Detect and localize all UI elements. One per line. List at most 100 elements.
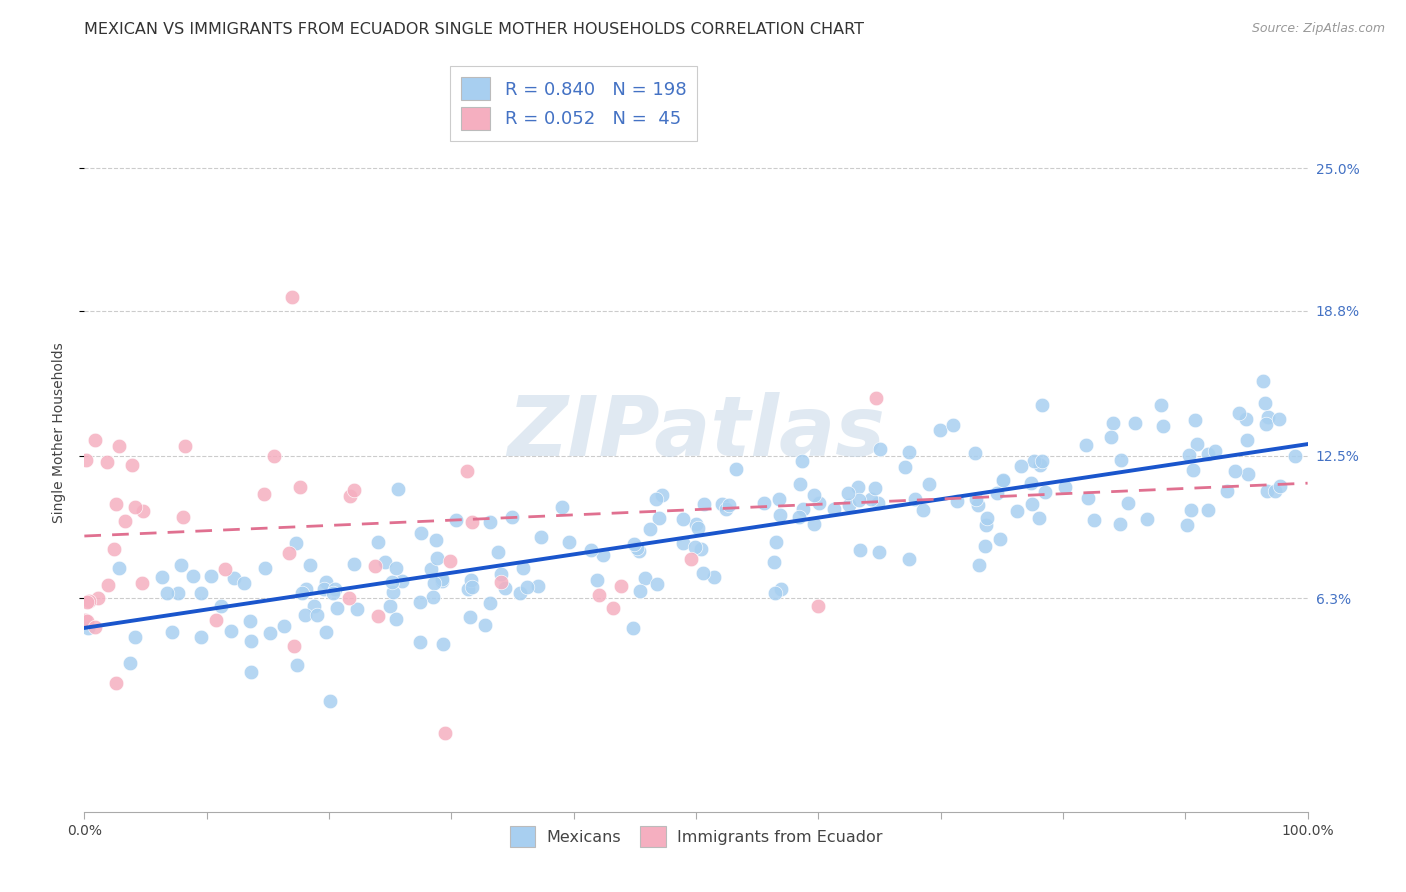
- Point: [1031, 454, 1053, 468]
- Point: [339, 489, 361, 503]
- Point: [291, 585, 314, 599]
- Point: [205, 613, 228, 627]
- Point: [314, 582, 336, 597]
- Point: [461, 515, 484, 529]
- Point: [224, 571, 246, 585]
- Point: [849, 543, 872, 558]
- Point: [460, 580, 482, 594]
- Point: [162, 625, 184, 640]
- Point: [118, 656, 141, 670]
- Point: [325, 582, 347, 597]
- Point: [1005, 504, 1028, 518]
- Point: [976, 511, 998, 525]
- Point: [319, 694, 342, 708]
- Point: [150, 569, 173, 583]
- Point: [380, 599, 402, 614]
- Point: [430, 574, 453, 588]
- Point: [1076, 438, 1098, 452]
- Point: [685, 516, 707, 531]
- Point: [837, 485, 859, 500]
- Point: [530, 530, 553, 544]
- Point: [200, 569, 222, 583]
- Point: [988, 532, 1011, 546]
- Point: [965, 491, 987, 506]
- Point: [1236, 467, 1258, 481]
- Point: [848, 493, 870, 508]
- Point: [190, 631, 212, 645]
- Point: [1150, 398, 1173, 412]
- Point: [1268, 412, 1291, 426]
- Point: [1204, 444, 1226, 458]
- Point: [904, 491, 927, 506]
- Point: [672, 535, 695, 549]
- Point: [315, 625, 337, 640]
- Point: [76, 614, 98, 628]
- Point: [688, 521, 710, 535]
- Point: [752, 496, 775, 510]
- Point: [1254, 396, 1277, 410]
- Point: [860, 491, 883, 506]
- Point: [592, 548, 614, 562]
- Point: [718, 498, 741, 512]
- Point: [689, 541, 711, 556]
- Point: [974, 539, 997, 553]
- Point: [967, 499, 990, 513]
- Point: [108, 439, 131, 453]
- Point: [512, 560, 534, 574]
- Point: [710, 497, 733, 511]
- Point: [866, 496, 889, 510]
- Point: [1031, 397, 1053, 411]
- Point: [73, 613, 96, 627]
- Text: MEXICAN VS IMMIGRANTS FROM ECUADOR SINGLE MOTHER HOUSEHOLDS CORRELATION CHART: MEXICAN VS IMMIGRANTS FROM ECUADOR SINGL…: [84, 22, 865, 37]
- Point: [911, 503, 934, 517]
- Point: [288, 480, 311, 494]
- Point: [681, 552, 703, 566]
- Point: [444, 513, 467, 527]
- Point: [803, 516, 825, 531]
- Point: [1010, 459, 1032, 474]
- Point: [1136, 512, 1159, 526]
- Point: [491, 574, 513, 589]
- Point: [1152, 419, 1174, 434]
- Point: [516, 580, 538, 594]
- Point: [364, 558, 387, 573]
- Point: [97, 578, 120, 592]
- Point: [474, 618, 496, 632]
- Point: [278, 546, 301, 560]
- Point: [77, 594, 100, 608]
- Point: [792, 501, 814, 516]
- Point: [190, 586, 212, 600]
- Point: [991, 474, 1014, 488]
- Point: [869, 442, 891, 456]
- Point: [1175, 517, 1198, 532]
- Point: [181, 569, 204, 583]
- Point: [1083, 512, 1105, 526]
- Point: [1197, 447, 1219, 461]
- Point: [648, 511, 671, 525]
- Text: ZIPatlas: ZIPatlas: [508, 392, 884, 473]
- Point: [1021, 497, 1043, 511]
- Point: [121, 458, 143, 472]
- Point: [621, 621, 644, 635]
- Point: [478, 515, 501, 529]
- Point: [1184, 413, 1206, 427]
- Point: [343, 483, 366, 498]
- Point: [1187, 437, 1209, 451]
- Point: [527, 579, 550, 593]
- Point: [166, 586, 188, 600]
- Point: [787, 509, 810, 524]
- Point: [346, 602, 368, 616]
- Point: [232, 576, 254, 591]
- Point: [84, 620, 107, 634]
- Point: [863, 481, 886, 495]
- Point: [367, 534, 389, 549]
- Point: [422, 590, 444, 604]
- Point: [281, 290, 304, 304]
- Point: [1182, 463, 1205, 477]
- Point: [929, 423, 952, 437]
- Point: [644, 491, 666, 506]
- Point: [456, 464, 478, 478]
- Point: [283, 640, 305, 654]
- Point: [789, 476, 811, 491]
- Point: [942, 418, 965, 433]
